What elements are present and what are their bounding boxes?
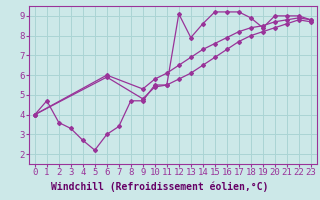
Text: Windchill (Refroidissement éolien,°C): Windchill (Refroidissement éolien,°C) (51, 182, 269, 192)
